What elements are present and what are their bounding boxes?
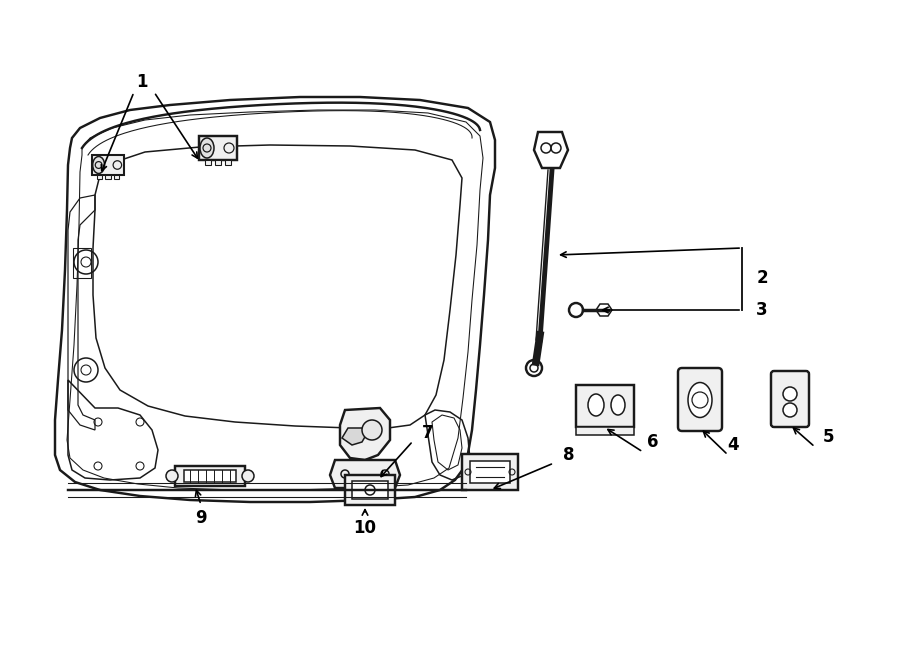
Polygon shape [340,408,390,460]
Bar [92,155,124,175]
Bar [114,175,119,179]
Polygon shape [330,460,400,488]
Ellipse shape [200,138,214,158]
Bar [184,470,236,482]
Bar [576,385,634,427]
Polygon shape [596,304,612,316]
Bar [352,481,388,499]
Circle shape [783,403,797,417]
Ellipse shape [688,383,712,418]
Bar [73,248,91,278]
Ellipse shape [93,157,104,173]
Bar [205,160,211,165]
Text: 1: 1 [136,73,148,91]
Text: 9: 9 [195,509,207,527]
Bar [225,160,231,165]
Circle shape [526,360,542,376]
Text: 6: 6 [647,433,659,451]
Circle shape [362,420,382,440]
Circle shape [783,387,797,401]
Circle shape [166,470,178,482]
Bar [215,160,221,165]
Text: 2: 2 [756,269,768,287]
Bar [345,475,395,505]
Bar [175,466,245,486]
Text: 10: 10 [354,519,376,537]
Circle shape [242,470,254,482]
Polygon shape [342,428,366,445]
Bar [470,461,510,483]
Text: 7: 7 [422,424,434,442]
Ellipse shape [588,394,604,416]
Text: 4: 4 [727,436,739,454]
Ellipse shape [611,395,625,415]
Text: 3: 3 [756,301,768,319]
Bar [462,454,518,490]
FancyBboxPatch shape [678,368,722,431]
Bar [105,175,111,179]
Bar [576,427,634,435]
Text: 8: 8 [563,446,575,464]
Text: 5: 5 [823,428,833,446]
Bar [97,175,102,179]
Circle shape [569,303,583,317]
FancyBboxPatch shape [771,371,809,427]
Bar [199,136,237,160]
